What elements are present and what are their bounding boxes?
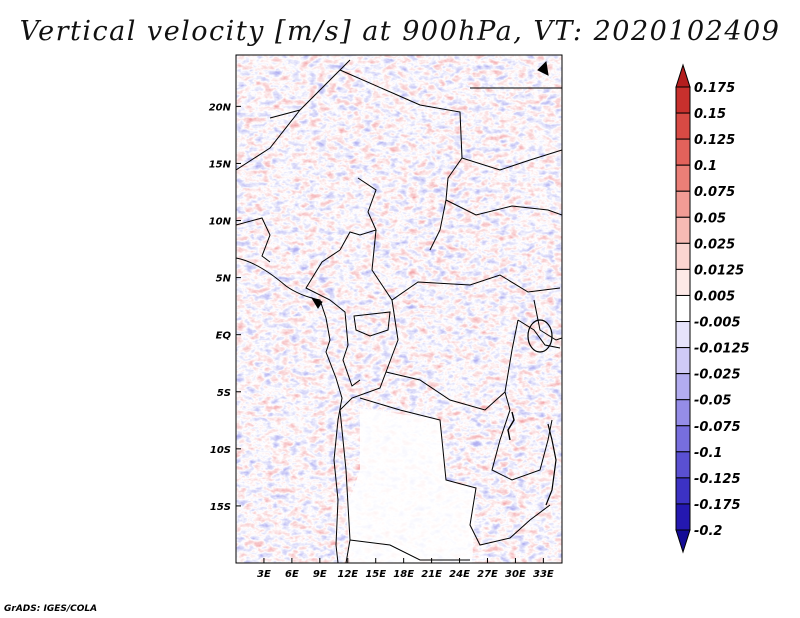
colorbar-label: 0.175 <box>694 81 735 96</box>
colorbar-swatch <box>675 112 691 140</box>
colorbar-label: 0.15 <box>694 107 726 122</box>
x-tick-label: 27E <box>477 569 498 580</box>
x-tick-label: 6E <box>285 569 299 580</box>
colorbar-swatch <box>675 294 691 323</box>
colorbar-label: 0.0125 <box>694 263 744 278</box>
colorbar-top-triangle <box>675 63 691 88</box>
x-tick-label: 18E <box>393 569 414 580</box>
colorbar-swatch <box>675 451 691 479</box>
x-tick-label: 21E <box>421 569 442 580</box>
colorbar-swatch <box>675 373 691 401</box>
colorbar-label: -0.005 <box>694 316 741 331</box>
y-tick-label: 20N <box>209 102 232 113</box>
velocity-field <box>236 55 562 563</box>
colorbar-swatch <box>675 399 691 427</box>
y-tick-label: 5N <box>216 274 232 285</box>
colorbar-label: -0.175 <box>694 498 741 513</box>
colorbar-label: 0.005 <box>694 289 735 304</box>
y-axis: 20N 15N 10N 5N EQ 5S 10S 15S <box>209 102 241 513</box>
colorbar-label: 0.1 <box>694 159 717 174</box>
colorbar: 0.175 0.15 0.125 0.1 0.075 0.05 0.025 0.0125 0.0… <box>675 63 750 554</box>
x-tick-label: 9E <box>313 569 327 580</box>
x-axis: 3E 6E 9E 12E 15E 18E 21E 24E 27E 30E 33E <box>257 558 554 580</box>
colorbar-label: 0.075 <box>694 185 735 200</box>
colorbar-swatch <box>675 268 691 296</box>
colorbar-label: -0.1 <box>694 446 722 461</box>
x-tick-label: 24E <box>449 569 470 580</box>
colorbar-label: -0.0125 <box>694 342 750 357</box>
colorbar-label: 0.125 <box>694 133 735 148</box>
y-tick-label: 5S <box>217 388 231 399</box>
map-frame <box>235 54 563 564</box>
x-tick-label: 15E <box>365 569 386 580</box>
colorbar-swatch <box>675 164 691 192</box>
colorbar-label: -0.05 <box>694 394 731 409</box>
chart-title: Vertical velocity [m/s] at 900hPa, VT: 2… <box>19 16 781 47</box>
colorbar-swatch <box>675 477 691 505</box>
colorbar-swatch <box>675 503 691 531</box>
colorbar-swatch <box>675 425 691 453</box>
colorbar-bottom-triangle <box>675 529 691 554</box>
grads-credit: GrADS: IGES/COLA <box>4 604 98 614</box>
y-tick-label: 15N <box>209 159 232 170</box>
x-tick-label: 3E <box>257 569 271 580</box>
x-tick-label: 12E <box>337 569 358 580</box>
colorbar-label: 0.05 <box>694 211 726 226</box>
y-tick-label: 10S <box>210 445 231 456</box>
y-tick-label: EQ <box>216 331 232 342</box>
x-tick-label: 33E <box>533 569 554 580</box>
colorbar-swatch <box>675 216 691 244</box>
colorbar-label: -0.025 <box>694 368 741 383</box>
colorbar-swatch <box>675 321 691 349</box>
colorbar-swatch <box>675 242 691 270</box>
x-tick-label: 30E <box>505 569 526 580</box>
colorbar-label: -0.2 <box>694 524 722 539</box>
colorbar-label: 0.025 <box>694 237 735 252</box>
y-tick-label: 10N <box>209 217 232 228</box>
colorbar-label: -0.125 <box>694 472 741 487</box>
colorbar-swatch <box>675 138 691 166</box>
colorbar-label: -0.075 <box>694 420 741 435</box>
colorbar-swatch <box>675 86 691 114</box>
y-tick-label: 15S <box>210 502 231 513</box>
colorbar-swatch <box>675 190 691 218</box>
country-borders <box>236 59 562 563</box>
colorbar-swatch <box>675 347 691 375</box>
